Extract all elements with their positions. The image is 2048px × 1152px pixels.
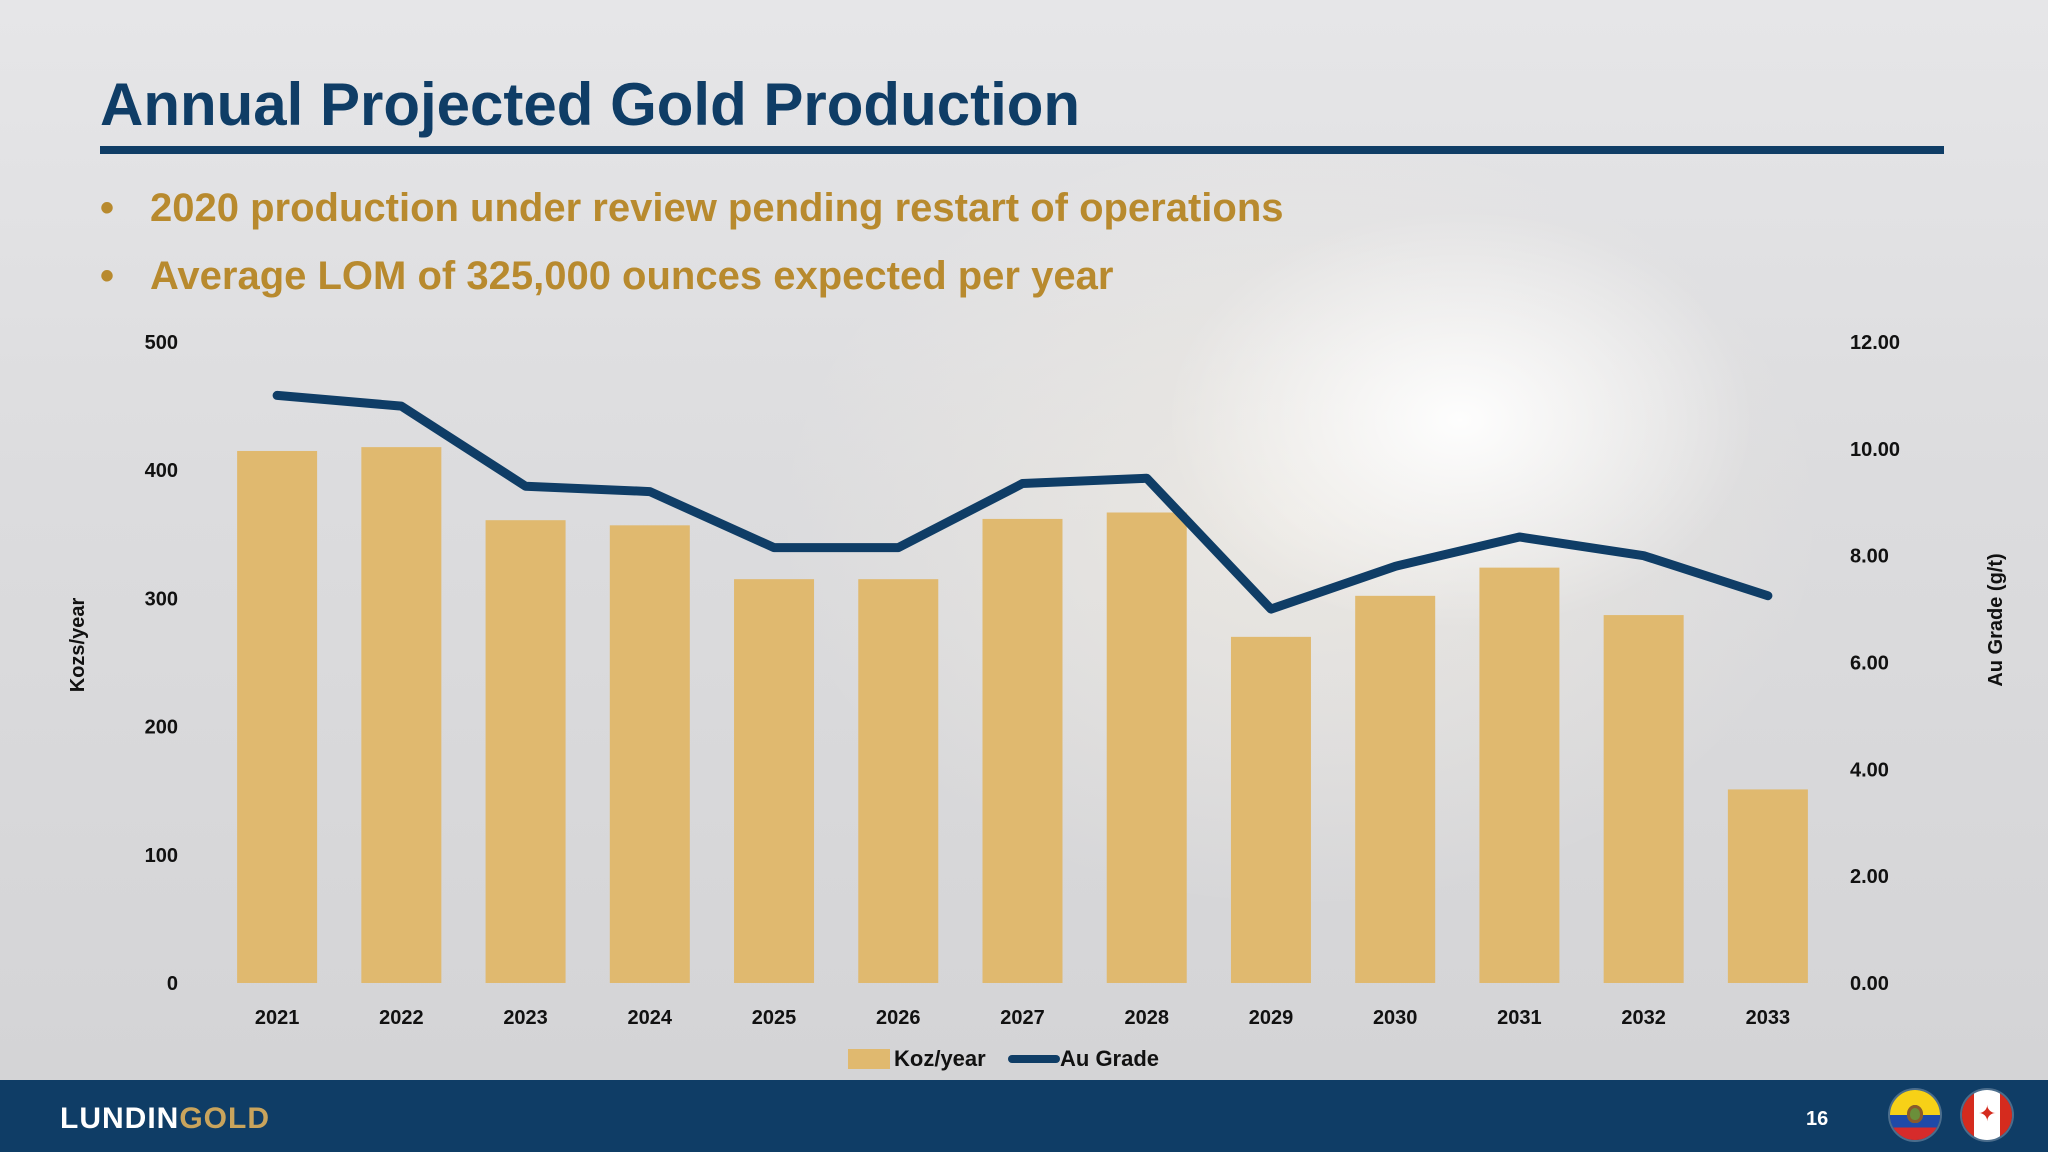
bullet-text: Average LOM of 325,000 ounces expected p… [150,254,1114,298]
au-grade-point-2030 [1394,565,1397,568]
y-tick-label-right: 8.00 [1850,546,1889,568]
y-tick-label-right: 2.00 [1850,866,1889,888]
lundin-gold-logo: LUNDINGOLD [60,1102,270,1135]
au-grade-point-2028 [1145,477,1148,480]
x-tick-label: 2026 [876,1007,921,1029]
x-tick-label: 2025 [752,1007,797,1029]
y-tick-label-left: 100 [145,845,178,867]
au-grade-point-2032 [1642,554,1645,557]
x-tick-label: 2023 [503,1007,548,1029]
legend-swatch-bar [848,1049,890,1069]
x-tick-label: 2029 [1249,1007,1294,1029]
production-chart: 0 100 200 300 400 500 0.00 2.00 4.00 6.00 8.00 10.0… [67,332,2007,1071]
x-tick-label: 2022 [379,1007,424,1029]
x-tick-label: 2033 [1746,1007,1791,1029]
au-grade-point-2026 [897,546,900,549]
au-grade-point-2033 [1766,594,1769,597]
bullet-list: • 2020 production under review pending re… [100,186,1284,322]
x-tick-label: 2027 [1000,1007,1045,1029]
bullet-item: • 2020 production under review pending re… [100,186,1284,254]
au-grade-point-2021 [276,394,279,397]
x-tick-label: 2030 [1373,1007,1418,1029]
x-tick-label: 2028 [1124,1007,1169,1029]
page-number: 16 [1806,1108,1829,1130]
bar-koz-2023 [485,520,566,983]
page-title: Annual Projected Gold Production [100,71,1081,138]
bar-koz-2029 [1230,636,1311,983]
au-grade-point-2023 [524,485,527,488]
bar-koz-2024 [609,525,690,983]
bullet-text: 2020 production under review pending res… [150,186,1284,230]
y-tick-label-left: 400 [145,460,178,482]
au-grade-point-2022 [400,405,403,408]
y-tick-label-left: 0 [167,973,178,995]
bar-koz-2028 [1106,512,1187,983]
title-underline [100,146,1944,154]
y-tick-label-right: 6.00 [1850,653,1889,675]
y-tick-label-left: 500 [145,332,178,354]
y-axis-title-right: Au Grade (g/t) [1985,553,2007,686]
bar-koz-2022 [361,447,442,983]
y-tick-label-right: 4.00 [1850,759,1889,781]
au-grade-point-2029 [1269,608,1272,611]
ecuador-flag-icon [1890,1090,1940,1140]
au-grade-point-2024 [648,490,651,493]
x-tick-label: 2024 [628,1007,673,1029]
bar-koz-2027 [982,518,1063,983]
au-grade-point-2031 [1518,535,1521,538]
bullet-item: • Average LOM of 325,000 ounces expected … [100,254,1284,322]
legend-label-bar: Koz/year [894,1046,986,1071]
y-tick-label-right: 12.00 [1850,332,1900,354]
bar-koz-2033 [1727,789,1808,983]
bullet-marker: • [100,254,115,298]
y-tick-label-right: 0.00 [1850,973,1889,995]
y-tick-label-left: 300 [145,588,178,610]
bullet-marker: • [100,186,115,230]
legend-label-line: Au Grade [1060,1046,1159,1071]
x-tick-label: 2031 [1497,1007,1542,1029]
bar-koz-2031 [1479,567,1560,983]
footer-bar: LUNDINGOLD 16 ✦ [0,1080,2048,1152]
bar-koz-2025 [734,579,815,983]
x-tick-label: 2032 [1621,1007,1666,1029]
x-tick-label: 2021 [255,1007,300,1029]
y-axis-title-left: Kozs/year [67,598,89,693]
bar-koz-2021 [237,450,318,984]
au-grade-point-2027 [1021,482,1024,485]
bar-koz-2026 [858,579,939,983]
bar-koz-2030 [1355,595,1436,983]
y-tick-label-right: 10.00 [1850,439,1900,461]
bar-koz-2032 [1603,615,1684,983]
canada-flag-icon: ✦ [1962,1090,2012,1140]
au-grade-point-2025 [773,546,776,549]
y-tick-label-left: 200 [145,717,178,739]
